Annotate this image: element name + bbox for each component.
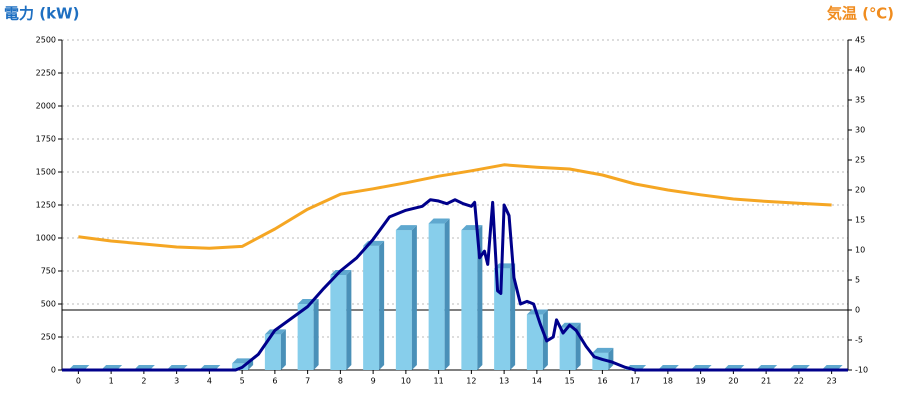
- y2-tick-label: 20: [855, 186, 865, 195]
- x-tick-label: 4: [207, 377, 212, 386]
- x-tick-label: 2: [141, 377, 146, 386]
- x-tick-label: 19: [696, 377, 706, 386]
- x-tick-label: 23: [827, 377, 837, 386]
- x-tick-label: 22: [794, 377, 804, 386]
- line: [62, 198, 848, 372]
- bar-side: [411, 225, 417, 370]
- bar-side: [379, 240, 385, 370]
- bar-side: [510, 263, 516, 370]
- x-tick-label: 1: [109, 377, 114, 386]
- bar-front: [526, 314, 543, 370]
- x-tick-label: 12: [466, 377, 476, 386]
- x-tick-label: 20: [728, 377, 738, 386]
- x-tick-label: 18: [663, 377, 673, 386]
- x-tick-label: 0: [76, 377, 81, 386]
- y-tick-label: 1750: [36, 135, 56, 144]
- x-tick-label: 16: [597, 377, 607, 386]
- bar-side: [608, 347, 614, 370]
- x-tick-label: 21: [761, 377, 771, 386]
- y2-tick-label: -10: [855, 366, 868, 375]
- y-tick-label: 2000: [36, 102, 56, 111]
- y2-axis-label: 気温 (℃): [827, 5, 894, 23]
- bar-front: [494, 268, 511, 370]
- x-tick-label: 8: [338, 377, 343, 386]
- y-tick-label: 0: [51, 366, 56, 375]
- y2-tick-label: 15: [855, 216, 865, 225]
- bar: [330, 269, 352, 370]
- y-tick-label: 750: [41, 267, 56, 276]
- y2-tick-label: 30: [855, 126, 865, 135]
- y2-tick-label: 5: [855, 276, 860, 285]
- x-tick-label: 6: [272, 377, 277, 386]
- x-tick-label: 3: [174, 377, 179, 386]
- x-tick-label: 5: [240, 377, 245, 386]
- y-tick-label: 2500: [36, 36, 56, 45]
- x-tick-label: 9: [371, 377, 376, 386]
- y-tick-label: 1000: [36, 234, 56, 243]
- y2-tick-label: 10: [855, 246, 865, 255]
- bar-side: [477, 225, 483, 370]
- bar-side: [346, 269, 352, 370]
- y-tick-label: 1250: [36, 201, 56, 210]
- y-tick-label: 250: [41, 333, 56, 342]
- y-axis-label: 電力 (kW): [4, 5, 79, 23]
- x-tick-label: 11: [434, 377, 444, 386]
- bar: [461, 225, 483, 370]
- y2-tick-label: 25: [855, 156, 865, 165]
- bar-side: [444, 218, 450, 370]
- x-tick-label: 17: [630, 377, 640, 386]
- line: [78, 163, 832, 250]
- y2-tick-label: 0: [855, 306, 860, 315]
- bar-front: [395, 230, 412, 370]
- bar: [264, 329, 286, 370]
- x-tick-label: 15: [565, 377, 575, 386]
- bar-top: [494, 263, 516, 269]
- bar-front: [428, 223, 445, 370]
- y-tick-label: 500: [41, 300, 56, 309]
- bar-front: [297, 304, 314, 370]
- bar-side: [280, 329, 286, 370]
- bar-front: [559, 327, 576, 370]
- bar-top: [428, 218, 450, 224]
- x-tick-label: 13: [499, 377, 509, 386]
- bar: [494, 263, 516, 370]
- bar: [363, 240, 385, 370]
- x-tick-label: 14: [532, 377, 542, 386]
- x-tick-label: 10: [401, 377, 411, 386]
- bar: [297, 299, 319, 370]
- bar-front: [330, 274, 347, 370]
- y2-tick-label: 35: [855, 96, 865, 105]
- bar: [395, 225, 417, 370]
- x-tick-label: 7: [305, 377, 310, 386]
- y2-tick-label: 45: [855, 36, 865, 45]
- y2-tick-label: -5: [855, 336, 863, 345]
- bar-front: [461, 230, 478, 370]
- bar-front: [264, 334, 281, 370]
- y-tick-label: 1500: [36, 168, 56, 177]
- bar-side: [313, 299, 319, 370]
- y-tick-label: 2250: [36, 69, 56, 78]
- y2-tick-label: 40: [855, 66, 865, 75]
- bar-top: [592, 347, 614, 353]
- bar-front: [363, 245, 380, 370]
- bar-top: [395, 225, 417, 231]
- bar: [428, 218, 450, 370]
